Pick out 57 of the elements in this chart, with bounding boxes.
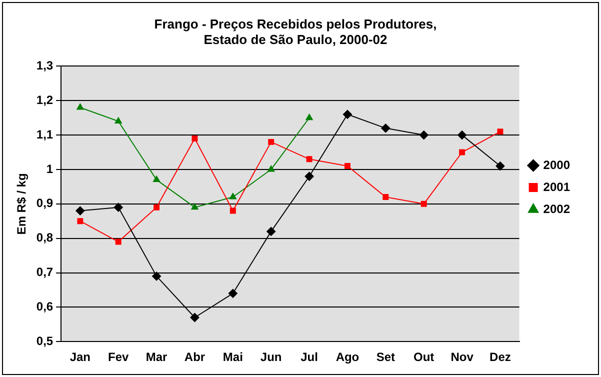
- point: [266, 226, 276, 236]
- point: [381, 124, 390, 133]
- legend-label: 2001: [543, 180, 570, 194]
- point: [115, 238, 122, 245]
- point: [382, 194, 389, 200]
- point: [77, 218, 84, 224]
- point: [496, 162, 505, 171]
- point: [191, 203, 198, 210]
- y-tick-label: 1,1: [36, 127, 54, 142]
- point: [154, 204, 160, 210]
- point: [458, 130, 467, 140]
- point: [497, 128, 504, 135]
- y-tick-label: 0,8: [36, 230, 54, 245]
- x-tick-label: Set: [376, 350, 395, 364]
- chart-title: Frango - Preços Recebidos pelos Produtores, Estado de São Paulo, 2000-02: [154, 16, 437, 47]
- x-tick-label: Fev: [108, 350, 130, 364]
- point: [76, 104, 84, 110]
- point: [268, 165, 275, 172]
- x-tick-label: Dez: [490, 350, 511, 364]
- point: [152, 272, 162, 281]
- point: [228, 288, 238, 298]
- point: [459, 149, 465, 156]
- x-tick-label: Abr: [184, 350, 206, 364]
- legend-label: 2002: [543, 202, 570, 216]
- point: [192, 136, 198, 142]
- point: [153, 176, 160, 182]
- point: [229, 193, 236, 200]
- point: [304, 172, 314, 181]
- x-tick-label: Out: [414, 350, 434, 364]
- point: [268, 138, 274, 145]
- legend-label: 2000: [543, 158, 570, 172]
- x-tick-label: Jun: [260, 350, 282, 364]
- point: [344, 163, 350, 170]
- point: [419, 130, 428, 140]
- y-tick-label: 1: [46, 162, 54, 176]
- y-tick-label: 1,2: [36, 92, 54, 107]
- point: [306, 156, 312, 162]
- point: [420, 200, 427, 207]
- y-tick-label: 0,5: [36, 334, 54, 348]
- point: [114, 202, 123, 212]
- x-tick-label: Mar: [146, 350, 168, 364]
- x-tick-label: Jan: [70, 350, 91, 364]
- y-tick-label: 0,6: [36, 299, 54, 314]
- y-tick-label: 1,3: [36, 58, 54, 73]
- point: [190, 313, 200, 322]
- y-tick-label: 0,7: [36, 265, 54, 280]
- x-tick-label: Ago: [336, 350, 360, 364]
- point: [230, 208, 236, 214]
- x-tick-label: Nov: [450, 350, 474, 364]
- x-tick-label: Jul: [300, 350, 318, 364]
- y-tick-label: 0,9: [36, 196, 54, 210]
- point: [76, 206, 85, 216]
- y-axis-title: Em R$ / kg: [14, 173, 29, 235]
- point: [114, 117, 122, 124]
- point: [342, 110, 352, 119]
- x-tick-label: Mai: [222, 350, 243, 364]
- point: [306, 114, 313, 120]
